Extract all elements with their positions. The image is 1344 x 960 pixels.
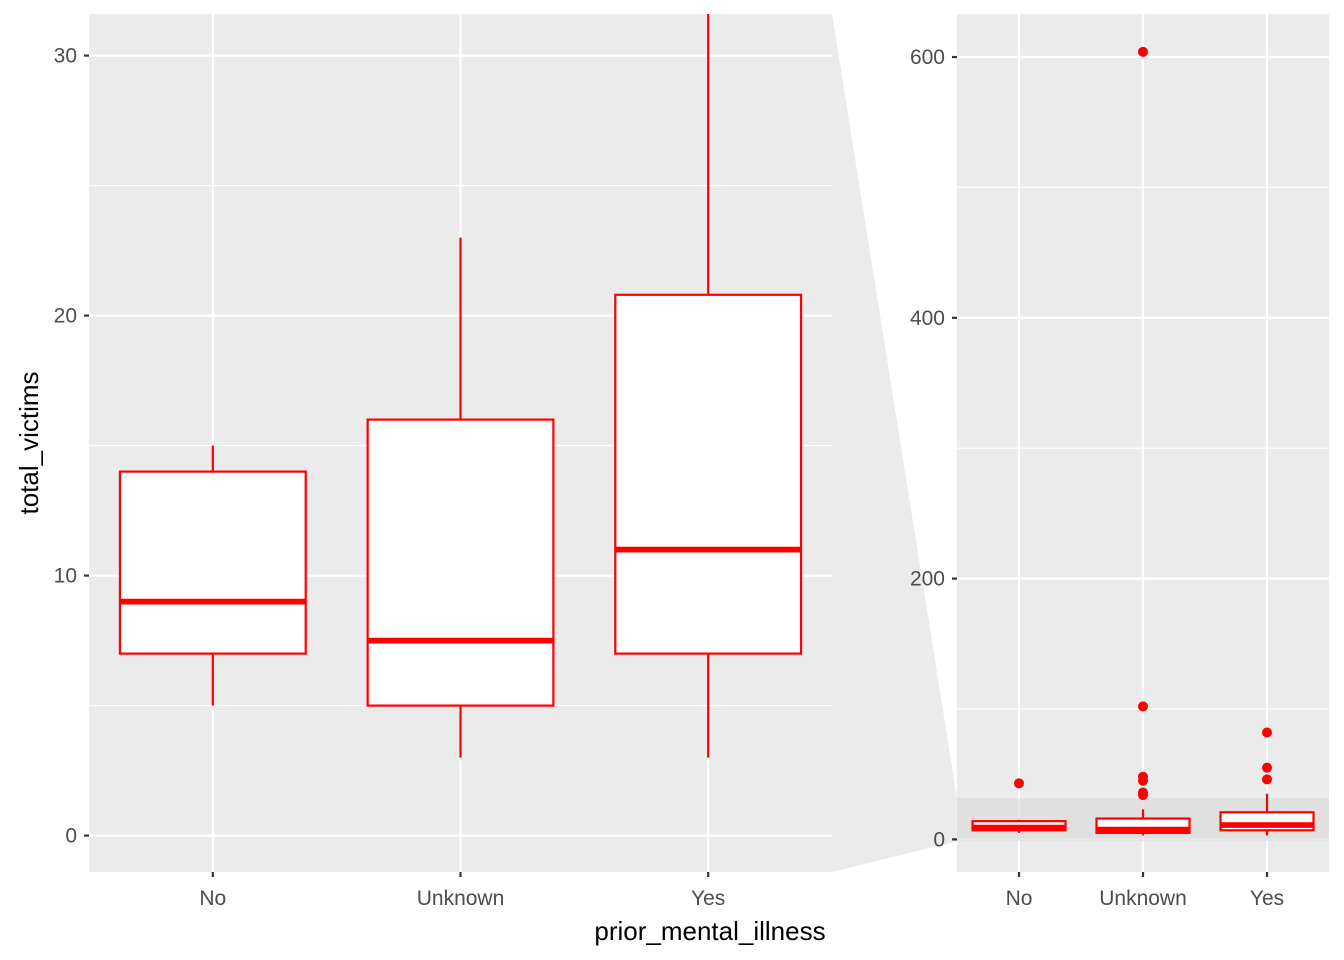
x-tick-label: Unknown	[417, 887, 505, 910]
x-axis-title: prior_mental_illness	[594, 916, 825, 946]
y-tick-label: 10	[54, 565, 77, 588]
x-tick-label: Yes	[691, 887, 725, 910]
y-tick-label: 20	[54, 305, 77, 328]
outlier-point	[1138, 790, 1148, 801]
y-axis-title: total_victims	[14, 371, 44, 514]
y-tick-label: 200	[910, 568, 945, 591]
full-panel: 0 200 400 600 No Unknown Yes	[910, 14, 1329, 910]
zoomed-boxes	[118, 14, 803, 758]
zoomed-panel: 0 10 20 30 No Unknown Yes	[54, 14, 832, 910]
outlier-point	[1262, 727, 1272, 738]
outlier-point	[1014, 778, 1024, 789]
y-tick-label: 600	[910, 46, 945, 69]
y-tick-label: 400	[910, 307, 945, 330]
x-tick-label: No	[199, 887, 226, 910]
outlier-point	[1138, 701, 1148, 712]
outlier-point	[1138, 775, 1148, 786]
outlier-point	[1138, 46, 1148, 57]
full-boxes	[971, 46, 1315, 836]
y-tick-label: 0	[65, 825, 77, 848]
x-tick-label: Yes	[1250, 887, 1284, 910]
outlier-point	[1262, 762, 1272, 773]
zoom-connector	[832, 14, 957, 872]
box-iqr	[614, 293, 803, 655]
x-tick-label: Unknown	[1099, 887, 1187, 910]
outlier-point	[1262, 774, 1272, 785]
y-tick-label: 0	[933, 828, 945, 851]
x-tick-label: No	[1006, 887, 1033, 910]
y-tick-label: 30	[54, 45, 77, 68]
box-iqr	[118, 470, 307, 655]
box-iqr	[366, 418, 555, 707]
